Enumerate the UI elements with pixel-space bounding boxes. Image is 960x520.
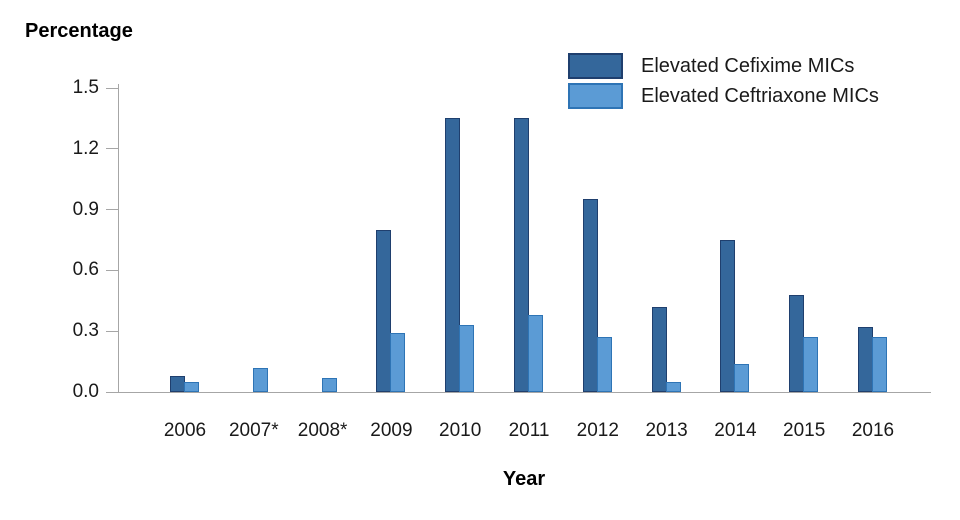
x-tick-label-2016: 2016 [851,420,895,441]
x-tick-label-2009: 2009 [370,420,413,441]
x-tick-label-2013: 2013 [645,420,688,441]
y-tick-label-0.0: 0.0 [72,381,99,402]
bar-elevated-ceftriaxone-mics-2011 [528,315,543,392]
bar-elevated-ceftriaxone-mics-2015 [803,337,819,392]
y-axis-title: Percentage [25,20,133,42]
bar-elevated-ceftriaxone-mics-2014 [734,363,750,392]
y-tick-label-0.3: 0.3 [72,320,99,342]
x-tick-label-2006: 2006 [163,420,207,441]
x-axis-title: Year [502,468,546,490]
x-tick-label-2011: 2011 [508,420,550,441]
y-tick-mark-1.5 [106,87,119,89]
legend-swatch-elevated-ceftriaxone-mics [568,83,623,109]
bar-elevated-ceftriaxone-mics-2016 [872,337,887,392]
bar-elevated-cefixime-mics-2006 [170,375,185,392]
bar-elevated-ceftriaxone-mics-2008 [321,377,337,392]
legend-label-0: Elevated Cefixime MICs [641,54,855,77]
x-tick-label-2012: 2012 [576,420,619,441]
y-tick-mark-0.0 [106,391,119,393]
x-tick-label-2015: 2015 [783,420,826,441]
bar-elevated-cefixime-mics-2016 [858,327,873,392]
y-tick-mark-0.3 [106,330,119,332]
legend: Elevated Cefixime MICs Elevated Ceftriaxo… [568,53,879,113]
legend-swatch-elevated-cefixime-mics [568,53,623,79]
bar-elevated-ceftriaxone-mics-2010 [459,325,475,392]
bar-elevated-cefixime-mics-2014 [720,240,736,392]
y-tick-mark-1.2 [106,148,119,150]
y-tick-label-1.5: 1.5 [72,77,99,98]
y-tick-label-0.6: 0.6 [72,259,99,281]
bar-elevated-ceftriaxone-mics-2009 [390,333,406,392]
bar-elevated-ceftriaxone-mics-2013 [665,381,681,392]
y-tick-label-0.9: 0.9 [72,198,99,220]
y-tick-mark-0.9 [106,209,119,211]
plot-area: 0.0 0.3 0.6 0.9 1.2 1.5 2006 2007* 2008* 2009 2010… [73,77,931,441]
bar-elevated-cefixime-mics-2012 [582,199,598,392]
bar-elevated-cefixime-mics-2010 [445,118,461,392]
y-tick-mark-0.6 [106,269,119,271]
bar-elevated-ceftriaxone-mics-2006 [184,381,199,392]
x-tick-label-2010: 2010 [439,420,482,441]
legend-label-1: Elevated Ceftriaxone MICs [641,84,879,107]
legend-row-1: Elevated Ceftriaxone MICs [568,83,879,109]
bar-elevated-ceftriaxone-mics-2007 [252,367,268,392]
x-tick-label-2008: 2008* [297,420,348,441]
legend-row-0: Elevated Cefixime MICs [568,53,879,79]
bar-elevated-cefixime-mics-2009 [376,229,392,392]
x-tick-label-2007: 2007* [228,420,279,441]
x-tick-label-2014: 2014 [714,420,757,441]
bar-elevated-cefixime-mics-2013 [651,306,667,392]
bar-elevated-cefixime-mics-2015 [789,294,805,392]
y-tick-label-1.2: 1.2 [72,137,99,159]
bar-elevated-cefixime-mics-2011 [514,118,529,392]
bar-elevated-ceftriaxone-mics-2012 [596,337,612,392]
